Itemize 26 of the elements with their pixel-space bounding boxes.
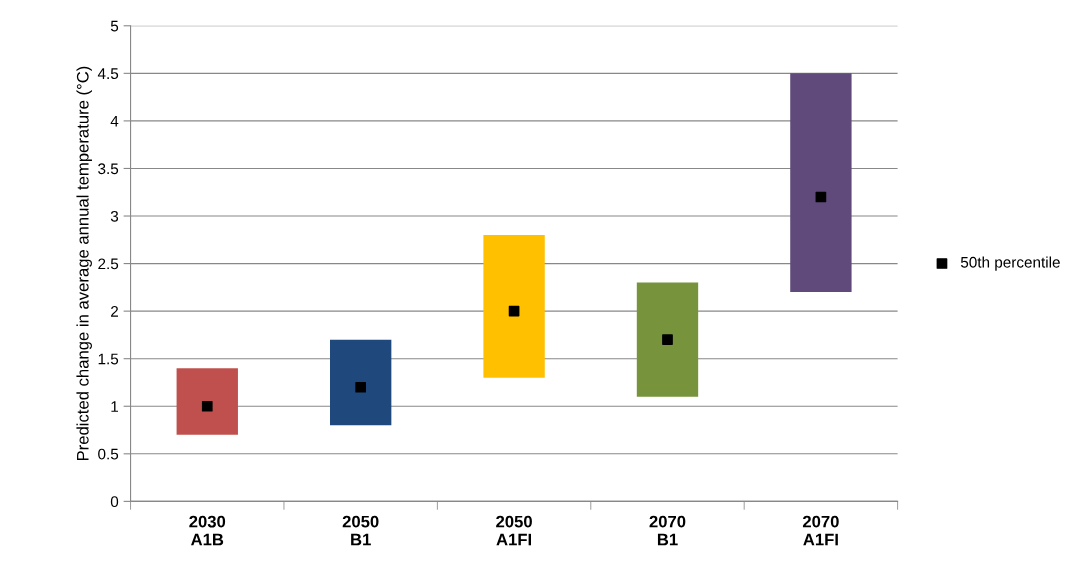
y-tick-label: 2 xyxy=(111,306,118,317)
bar xyxy=(176,368,238,435)
y-tick-label: 5 xyxy=(110,20,119,32)
x-tick-label: 2050 B1 xyxy=(342,515,379,546)
y-tick-label: 0 xyxy=(110,496,119,508)
y-axis-title: Predicted change in average annual temperature (°C) xyxy=(76,66,92,461)
y-tick-label: 3.5 xyxy=(98,163,119,175)
x-tick-label: 2030 A1B xyxy=(189,515,226,546)
y-tick-label: 2.5 xyxy=(98,258,119,270)
bar xyxy=(483,235,545,378)
bar xyxy=(329,339,392,426)
point xyxy=(201,400,213,412)
point xyxy=(355,381,367,393)
y-tick-label: 1.5 xyxy=(98,353,119,365)
y-tick-label: 4 xyxy=(110,115,119,127)
y-tick-label: 0.5 xyxy=(98,448,119,460)
bar xyxy=(790,73,852,293)
x-tick-label: 2070 A1FI xyxy=(802,515,839,546)
y-tick-label: 1 xyxy=(111,401,119,412)
legend-label: 50th percentile xyxy=(960,256,1060,271)
x-tick-label: 2050 A1FI xyxy=(496,515,532,546)
x-tick-label: 2070 B1 xyxy=(649,515,686,546)
y-tick-label: 3 xyxy=(110,210,119,222)
point xyxy=(662,334,673,346)
y-tick-label: 4.5 xyxy=(97,68,119,80)
bar xyxy=(636,282,699,397)
